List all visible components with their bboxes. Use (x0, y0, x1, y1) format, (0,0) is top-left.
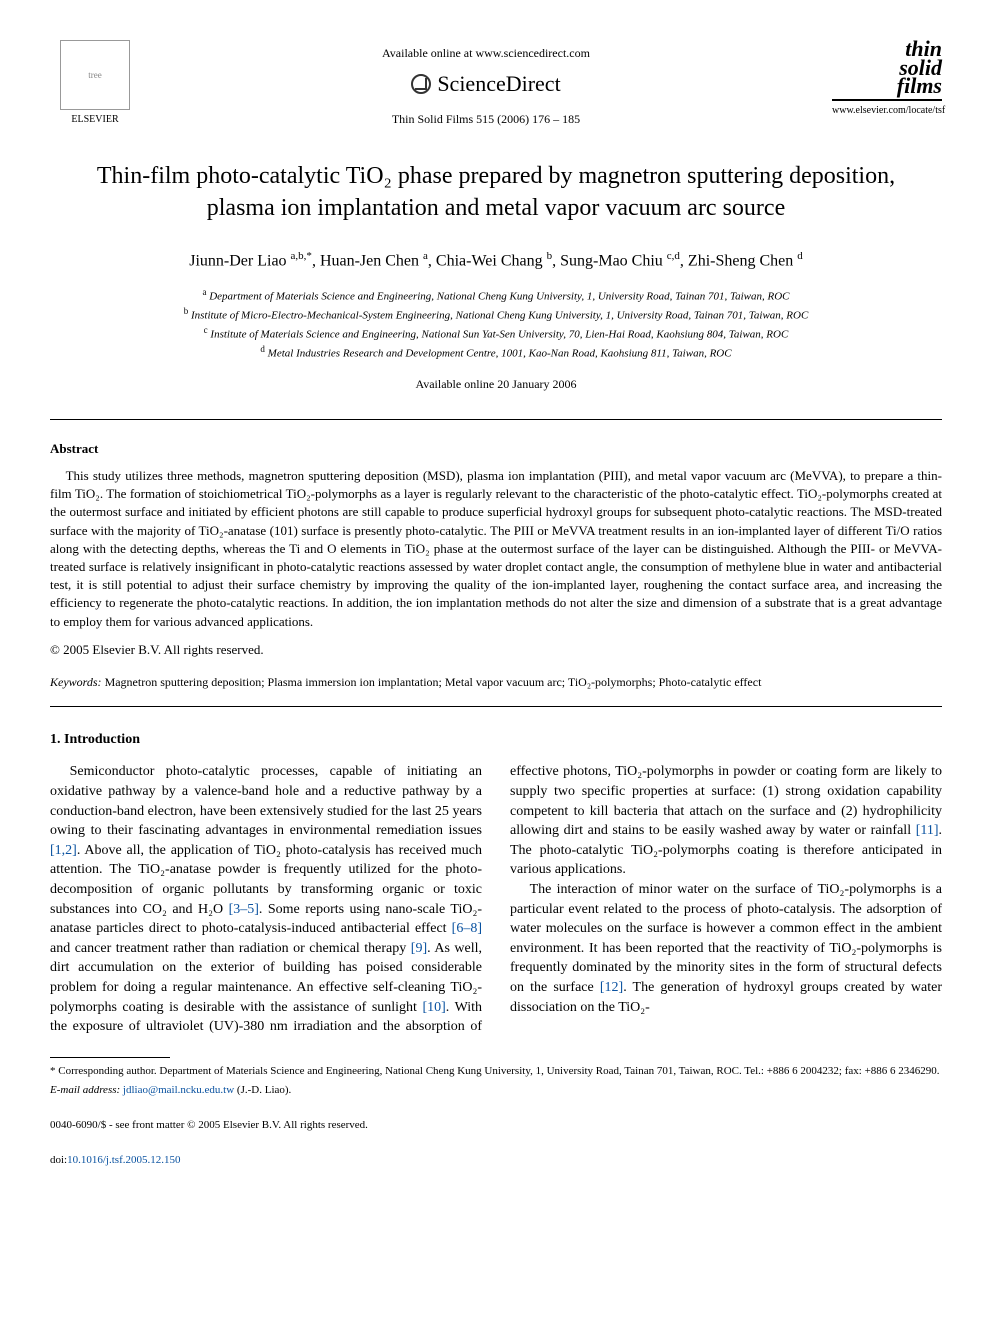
available-online-text: Available online at www.sciencedirect.co… (140, 45, 832, 61)
journal-logo-block: thin solid films www.elsevier.com/locate… (832, 40, 942, 118)
available-online-date: Available online 20 January 2006 (50, 376, 942, 392)
section-1-heading: 1. Introduction (50, 731, 942, 750)
abstract-copyright: © 2005 Elsevier B.V. All rights reserved… (50, 641, 942, 659)
keywords-label: Keywords: (50, 675, 102, 689)
keywords-text: Magnetron sputtering deposition; Plasma … (105, 675, 762, 689)
elsevier-tree-icon: tree (60, 40, 130, 110)
affiliation-a: a Department of Materials Science and En… (50, 286, 942, 305)
header-center: Available online at www.sciencedirect.co… (140, 40, 832, 127)
article-title: Thin-film photo-catalytic TiO₂ phase pre… (90, 160, 902, 225)
ref-link-3-5[interactable]: [3–5] (229, 902, 259, 917)
publisher-name: ELSEVIER (71, 113, 118, 127)
journal-header: tree ELSEVIER Available online at www.sc… (50, 40, 942, 140)
sciencedirect-icon (411, 74, 431, 94)
sciencedirect-logo[interactable]: ScienceDirect (140, 69, 832, 99)
intro-paragraph-2: The interaction of minor water on the su… (510, 880, 942, 1017)
ref-link-1-2[interactable]: [1,2] (50, 843, 77, 858)
abstract-heading: Abstract (50, 440, 942, 458)
ref-link-6-8[interactable]: [6–8] (452, 921, 482, 936)
keywords-line: Keywords: Magnetron sputtering depositio… (50, 674, 942, 690)
email-author-suffix: (J.-D. Liao). (237, 1084, 291, 1096)
affiliation-d: d Metal Industries Research and Developm… (50, 343, 942, 362)
doi-link[interactable]: 10.1016/j.tsf.2005.12.150 (67, 1154, 180, 1166)
platform-name: ScienceDirect (437, 69, 560, 99)
ref-link-11[interactable]: [11] (916, 823, 939, 838)
journal-reference: Thin Solid Films 515 (2006) 176 – 185 (140, 111, 832, 127)
journal-url[interactable]: www.elsevier.com/locate/tsf (832, 104, 942, 118)
footnote-separator (50, 1057, 170, 1058)
divider-bottom (50, 706, 942, 707)
affiliation-b: b Institute of Micro-Electro-Mechanical-… (50, 305, 942, 324)
affiliation-c: c Institute of Materials Science and Eng… (50, 324, 942, 343)
email-footnote: E-mail address: jdliao@mail.ncku.edu.tw … (50, 1083, 942, 1098)
email-label: E-mail address: (50, 1084, 120, 1096)
doi-label: doi: (50, 1154, 67, 1166)
ref-link-9[interactable]: [9] (411, 941, 427, 956)
intro-body: Semiconductor photo-catalytic processes,… (50, 762, 942, 1036)
corresponding-author-footnote: * Corresponding author. Department of Ma… (50, 1064, 942, 1079)
doi-line: doi:10.1016/j.tsf.2005.12.150 (50, 1153, 942, 1168)
journal-logo: thin solid films (832, 40, 942, 101)
publisher-logo: tree ELSEVIER (50, 40, 140, 140)
ref-link-12[interactable]: [12] (600, 980, 623, 995)
corresponding-email[interactable]: jdliao@mail.ncku.edu.tw (123, 1084, 234, 1096)
divider-top (50, 419, 942, 420)
front-matter-line: 0040-6090/$ - see front matter © 2005 El… (50, 1118, 942, 1133)
abstract-body: This study utilizes three methods, magne… (50, 467, 942, 631)
affiliations: a Department of Materials Science and En… (50, 286, 942, 363)
ref-link-10[interactable]: [10] (422, 1000, 445, 1015)
author-list: Jiunn-Der Liao a,b,*, Huan-Jen Chen a, C… (50, 249, 942, 272)
